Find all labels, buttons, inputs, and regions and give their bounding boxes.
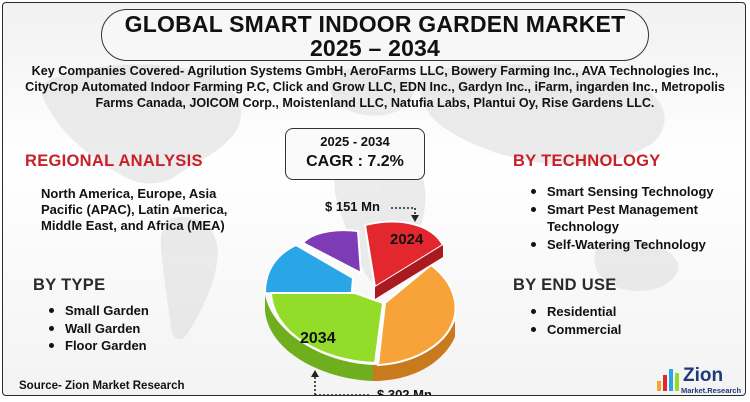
logo-bars-icon (657, 369, 679, 391)
key-companies-text: Key Companies Covered- Agrilution System… (25, 64, 725, 110)
map-north-america (41, 64, 242, 184)
map-australia (594, 239, 679, 291)
pie-slice-red-side (375, 245, 443, 299)
cagr-box: 2025 - 2034 CAGR : 7.2% (285, 128, 425, 180)
title-banner: GLOBAL SMART INDOOR GARDEN MARKET 2025 –… (101, 9, 649, 61)
value-2034: $ 302 Mn (377, 387, 432, 396)
pie-graphic: 2024 2034 $ 151 Mn $ 302 Mn (263, 199, 457, 396)
by-end-use-list: Residential Commercial (525, 303, 621, 338)
list-item: Self-Watering Technology (525, 236, 735, 254)
infographic-frame: GLOBAL SMART INDOOR GARDEN MARKET 2025 –… (2, 2, 746, 396)
list-item: Smart Pest Management Technology (525, 201, 735, 236)
map-south-america (160, 217, 218, 340)
by-technology-heading: BY TECHNOLOGY (513, 152, 661, 170)
pie-slice-orange (376, 263, 457, 367)
regional-analysis-heading: REGIONAL ANALYSIS (25, 152, 203, 170)
pie-slice-red (363, 220, 445, 289)
cagr-period: 2025 - 2034 (320, 134, 390, 149)
regional-analysis-text: North America, Europe, Asia Pacific (APA… (41, 186, 228, 233)
leader-arrow-2034 (311, 370, 319, 377)
leader-arrow-2024 (411, 215, 419, 222)
list-item: Smart Sensing Technology (525, 183, 735, 201)
list-item: Residential (525, 303, 621, 321)
pie-label-2034: 2034 (300, 330, 336, 347)
by-technology-list: Smart Sensing Technology Smart Pest Mana… (525, 183, 735, 253)
leader-line-2024 (391, 207, 416, 217)
logo-sub: Market.Research (681, 386, 741, 395)
pie-label-2024: 2024 (390, 231, 424, 248)
pie-slice-purple (301, 229, 363, 275)
list-item: Wall Garden (43, 320, 149, 338)
title-line-2: 2025 – 2034 (309, 35, 441, 61)
list-item: Commercial (525, 321, 621, 339)
map-europe (329, 67, 414, 116)
by-type-heading: BY TYPE (33, 276, 106, 294)
list-item: Small Garden (43, 302, 149, 320)
by-end-use-heading: BY END USE (513, 276, 617, 294)
map-asia (419, 64, 665, 165)
pie-side-green (265, 295, 373, 381)
pie-sides (265, 295, 455, 381)
list-item: Floor Garden (43, 337, 149, 355)
logo-word: Zion (683, 365, 723, 386)
title-line-1: GLOBAL SMART INDOOR GARDEN MARKET (124, 11, 626, 37)
value-2024: $ 151 Mn (325, 199, 380, 214)
pie-slice-blue (263, 243, 355, 305)
source-text: Source- Zion Market Research (19, 380, 185, 392)
zion-logo: Zion Market.Research (657, 365, 741, 395)
pie-side-orange (373, 321, 455, 381)
cagr-value: CAGR : 7.2% (306, 153, 404, 170)
by-type-list: Small Garden Wall Garden Floor Garden (43, 302, 149, 355)
pie-slice-green (269, 292, 385, 365)
